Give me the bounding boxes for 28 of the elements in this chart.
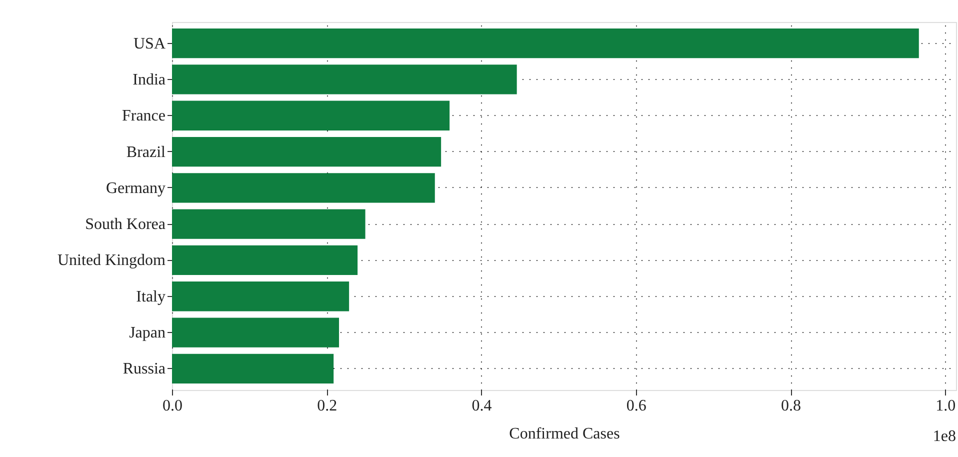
bar: [172, 354, 334, 384]
y-tick-label: Russia: [122, 360, 166, 378]
bar: [172, 100, 450, 130]
x-axis-title: Confirmed Cases: [509, 426, 620, 442]
y-tick-label: Brazil: [126, 144, 166, 161]
y-tick-label: USA: [133, 35, 166, 52]
x-tick-label: 0.6: [626, 398, 646, 414]
text: 1e8: [932, 428, 956, 445]
x-tick-label: 1.0: [936, 398, 956, 414]
bar: [172, 318, 340, 348]
y-tick-label: South Korea: [85, 216, 166, 234]
bar: [172, 173, 435, 203]
x-tick-label: 0.4: [472, 398, 492, 414]
x-tick-label: 0.8: [781, 398, 802, 414]
y-tick-label: France: [122, 108, 166, 125]
x-tick-label: 0.0: [162, 398, 182, 414]
bar: [172, 136, 442, 167]
y-tick-label: Japan: [129, 324, 166, 342]
bar: [172, 245, 358, 276]
bar: [172, 209, 366, 239]
bar: [172, 282, 350, 312]
bar: [172, 64, 517, 94]
y-tick-label: United Kingdom: [58, 252, 166, 270]
bar: [172, 28, 919, 58]
y-tick-label: Germany: [106, 180, 166, 197]
y-tick-label: India: [132, 71, 166, 88]
x-tick-label: 0.2: [317, 398, 338, 414]
y-tick-label: Italy: [136, 288, 166, 306]
